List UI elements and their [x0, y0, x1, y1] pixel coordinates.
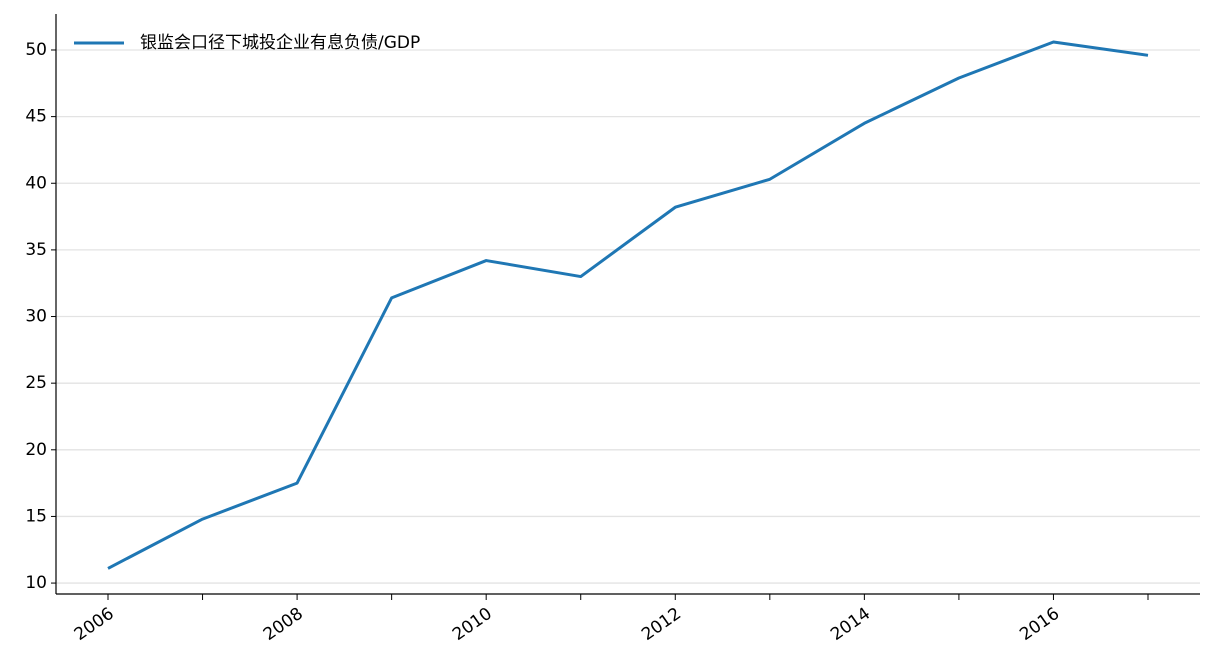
y-tick-label: 45: [25, 107, 47, 127]
x-tick-label: 2008: [260, 604, 307, 645]
y-tick-label: 10: [25, 573, 47, 593]
x-tick-label: 2006: [71, 604, 118, 645]
line-series: [107, 40, 1149, 570]
legend-label: 银监会口径下城投企业有息负债/GDP: [140, 33, 420, 53]
x-tick-label: 2010: [449, 604, 496, 645]
y-tick-label: 40: [25, 173, 47, 193]
y-tick-label: 20: [25, 440, 47, 460]
x-tick-label: 2012: [638, 604, 685, 645]
x-tick-label: 2014: [827, 604, 874, 645]
x-tick-label: 2016: [1016, 604, 1063, 645]
y-tick-label: 25: [25, 373, 47, 393]
y-tick-label: 15: [25, 506, 47, 526]
y-tick-label: 35: [25, 240, 47, 260]
y-tick-label: 30: [25, 307, 47, 327]
y-tick-label: 50: [25, 40, 47, 60]
